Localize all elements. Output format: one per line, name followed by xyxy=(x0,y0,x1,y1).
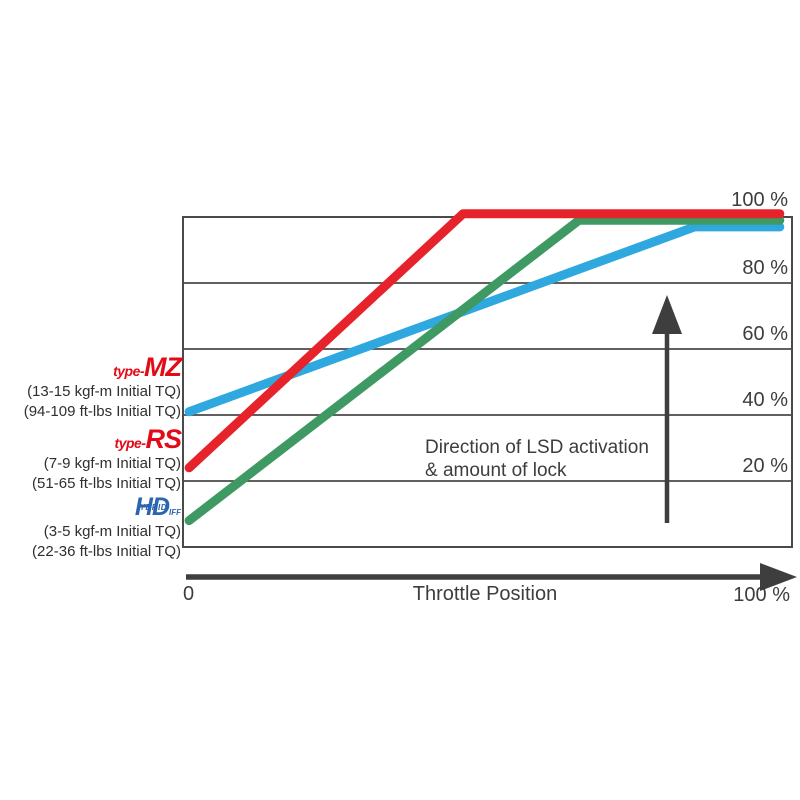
y-tick-20: 20 % xyxy=(742,455,788,477)
series-line-hd-hybrid xyxy=(184,215,785,526)
type-mz-logo-prefix: type- xyxy=(113,363,145,379)
type-mz-torque-imperial: (94-109 ft-lbs Initial TQ) xyxy=(23,403,181,420)
y-tick-40: 40 % xyxy=(742,389,788,411)
hd-logo-h: H xyxy=(134,493,153,521)
series-line-type-rs xyxy=(184,209,785,473)
type-rs-logo-prefix: type- xyxy=(114,435,146,451)
hd-torque-imperial: (22-36 ft-lbs Initial TQ) xyxy=(32,543,181,560)
hd-hybrid-logo: H YBRID DIFF xyxy=(0,492,181,522)
legend-type-mz: type-MZ (13-15 kgf-m Initial TQ) (94-109… xyxy=(0,352,182,422)
legend-hd-hybrid: H YBRID DIFF (3-5 kgf-m Initial TQ) (22-36… xyxy=(0,492,181,562)
hd-torque-metric: (3-5 kgf-m Initial TQ) xyxy=(43,523,181,540)
x-axis-title: Throttle Position xyxy=(412,583,558,605)
direction-annotation: Direction of LSD activation & amount of … xyxy=(425,436,649,482)
x-axis-arrow-head-icon xyxy=(760,563,797,591)
y-tick-80: 80 % xyxy=(742,257,788,279)
x-axis-max-label: 100 % xyxy=(733,584,790,606)
hd-logo-ybrid: YBRID xyxy=(139,503,167,512)
series-line-type-mz xyxy=(184,222,785,417)
hd-logo-d: D xyxy=(151,493,170,521)
annotation-line-2: & amount of lock xyxy=(425,460,567,481)
type-mz-torque-metric: (13-15 kgf-m Initial TQ) xyxy=(27,383,181,400)
type-mz-logo: type-MZ xyxy=(0,352,182,382)
annotation-line-1: Direction of LSD activation xyxy=(425,437,649,458)
type-rs-logo-main: RS xyxy=(145,424,182,454)
type-rs-logo: type-RS xyxy=(0,424,182,454)
type-rs-torque-imperial: (51-65 ft-lbs Initial TQ) xyxy=(32,475,181,492)
y-tick-100: 100 % xyxy=(731,189,788,211)
x-axis-min-label: 0 xyxy=(183,583,195,605)
y-tick-60: 60 % xyxy=(742,323,788,345)
type-rs-torque-metric: (7-9 kgf-m Initial TQ) xyxy=(43,455,181,472)
hd-logo-iff: IFF xyxy=(169,508,181,517)
up-arrow-head-icon xyxy=(652,295,682,334)
type-mz-logo-main: MZ xyxy=(144,352,182,382)
legend-type-rs: type-RS (7-9 kgf-m Initial TQ) (51-65 ft… xyxy=(0,424,182,494)
